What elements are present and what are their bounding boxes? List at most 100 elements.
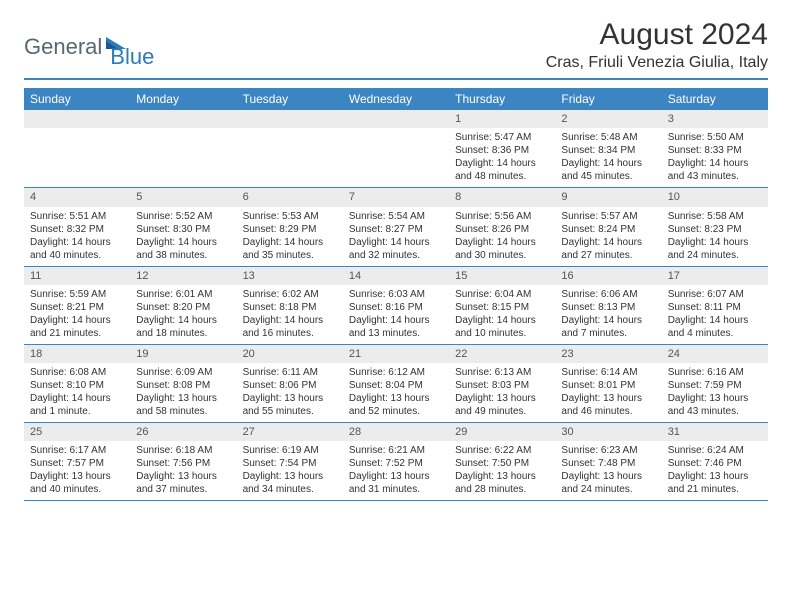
sunset-text: Sunset: 8:20 PM [136,301,230,314]
sunset-text: Sunset: 7:48 PM [561,457,655,470]
sunrise-text: Sunrise: 6:09 AM [136,366,230,379]
daylight-text: Daylight: 13 hours [349,470,443,483]
daylight-text: and 28 minutes. [455,483,549,496]
daylight-text: and 24 minutes. [668,249,762,262]
sunset-text: Sunset: 7:54 PM [243,457,337,470]
day-cell: 11Sunrise: 5:59 AMSunset: 8:21 PMDayligh… [24,267,130,344]
day-number [237,110,343,128]
day-number [343,110,449,128]
daylight-text: Daylight: 14 hours [136,314,230,327]
day-number: 4 [24,188,130,206]
sunset-text: Sunset: 8:27 PM [349,223,443,236]
daylight-text: Daylight: 14 hours [349,314,443,327]
daylight-text: Daylight: 14 hours [561,236,655,249]
day-details: Sunrise: 6:01 AMSunset: 8:20 PMDaylight:… [130,285,236,344]
day-details: Sunrise: 6:12 AMSunset: 8:04 PMDaylight:… [343,363,449,422]
daylight-text: and 30 minutes. [455,249,549,262]
day-details: Sunrise: 5:57 AMSunset: 8:24 PMDaylight:… [555,207,661,266]
day-details: Sunrise: 6:13 AMSunset: 8:03 PMDaylight:… [449,363,555,422]
daylight-text: Daylight: 13 hours [668,392,762,405]
sunrise-text: Sunrise: 5:52 AM [136,210,230,223]
day-number [24,110,130,128]
daylight-text: Daylight: 14 hours [668,236,762,249]
sunrise-text: Sunrise: 5:54 AM [349,210,443,223]
day-number: 5 [130,188,236,206]
sunrise-text: Sunrise: 6:08 AM [30,366,124,379]
day-cell: 17Sunrise: 6:07 AMSunset: 8:11 PMDayligh… [662,267,768,344]
weeks-container: 1Sunrise: 5:47 AMSunset: 8:36 PMDaylight… [24,110,768,501]
title-underline [24,78,768,80]
day-number: 22 [449,345,555,363]
daylight-text: and 38 minutes. [136,249,230,262]
daylight-text: Daylight: 14 hours [561,157,655,170]
day-cell: 9Sunrise: 5:57 AMSunset: 8:24 PMDaylight… [555,188,661,265]
sunset-text: Sunset: 8:33 PM [668,144,762,157]
day-header: Friday [555,88,661,110]
day-details: Sunrise: 6:02 AMSunset: 8:18 PMDaylight:… [237,285,343,344]
day-details: Sunrise: 6:16 AMSunset: 7:59 PMDaylight:… [662,363,768,422]
day-header-row: Sunday Monday Tuesday Wednesday Thursday… [24,88,768,110]
day-details: Sunrise: 6:09 AMSunset: 8:08 PMDaylight:… [130,363,236,422]
day-cell: 28Sunrise: 6:21 AMSunset: 7:52 PMDayligh… [343,423,449,500]
sunrise-text: Sunrise: 5:53 AM [243,210,337,223]
sunset-text: Sunset: 8:03 PM [455,379,549,392]
day-cell: 31Sunrise: 6:24 AMSunset: 7:46 PMDayligh… [662,423,768,500]
daylight-text: and 7 minutes. [561,327,655,340]
sunrise-text: Sunrise: 6:17 AM [30,444,124,457]
daylight-text: Daylight: 14 hours [455,236,549,249]
day-cell: 23Sunrise: 6:14 AMSunset: 8:01 PMDayligh… [555,345,661,422]
daylight-text: Daylight: 13 hours [136,470,230,483]
daylight-text: Daylight: 14 hours [30,236,124,249]
daylight-text: and 16 minutes. [243,327,337,340]
daylight-text: Daylight: 14 hours [243,236,337,249]
day-cell: 25Sunrise: 6:17 AMSunset: 7:57 PMDayligh… [24,423,130,500]
day-number: 27 [237,423,343,441]
daylight-text: Daylight: 13 hours [455,470,549,483]
sunrise-text: Sunrise: 6:01 AM [136,288,230,301]
day-number: 13 [237,267,343,285]
sunset-text: Sunset: 8:16 PM [349,301,443,314]
sunrise-text: Sunrise: 6:24 AM [668,444,762,457]
day-number: 15 [449,267,555,285]
daylight-text: Daylight: 13 hours [455,392,549,405]
day-cell: 12Sunrise: 6:01 AMSunset: 8:20 PMDayligh… [130,267,236,344]
day-cell: 16Sunrise: 6:06 AMSunset: 8:13 PMDayligh… [555,267,661,344]
day-details: Sunrise: 6:11 AMSunset: 8:06 PMDaylight:… [237,363,343,422]
sunrise-text: Sunrise: 5:59 AM [30,288,124,301]
daylight-text: Daylight: 14 hours [136,236,230,249]
daylight-text: and 43 minutes. [668,405,762,418]
day-number: 9 [555,188,661,206]
day-number: 24 [662,345,768,363]
day-details: Sunrise: 6:19 AMSunset: 7:54 PMDaylight:… [237,441,343,500]
day-number: 23 [555,345,661,363]
sunrise-text: Sunrise: 6:21 AM [349,444,443,457]
location-text: Cras, Friuli Venezia Giulia, Italy [546,54,768,72]
week-row: 25Sunrise: 6:17 AMSunset: 7:57 PMDayligh… [24,423,768,501]
sunset-text: Sunset: 8:36 PM [455,144,549,157]
day-number: 3 [662,110,768,128]
sunset-text: Sunset: 7:50 PM [455,457,549,470]
day-details: Sunrise: 5:47 AMSunset: 8:36 PMDaylight:… [449,128,555,187]
day-details: Sunrise: 5:48 AMSunset: 8:34 PMDaylight:… [555,128,661,187]
day-header: Wednesday [343,88,449,110]
sunset-text: Sunset: 7:46 PM [668,457,762,470]
daylight-text: and 1 minute. [30,405,124,418]
sunset-text: Sunset: 8:26 PM [455,223,549,236]
week-row: 18Sunrise: 6:08 AMSunset: 8:10 PMDayligh… [24,345,768,423]
day-details: Sunrise: 6:14 AMSunset: 8:01 PMDaylight:… [555,363,661,422]
day-number: 1 [449,110,555,128]
day-number: 18 [24,345,130,363]
sunrise-text: Sunrise: 5:51 AM [30,210,124,223]
daylight-text: and 48 minutes. [455,170,549,183]
daylight-text: Daylight: 13 hours [243,470,337,483]
sunset-text: Sunset: 8:24 PM [561,223,655,236]
sunset-text: Sunset: 8:13 PM [561,301,655,314]
sunset-text: Sunset: 8:32 PM [30,223,124,236]
sunset-text: Sunset: 8:08 PM [136,379,230,392]
day-number [130,110,236,128]
day-cell [343,110,449,187]
day-cell: 7Sunrise: 5:54 AMSunset: 8:27 PMDaylight… [343,188,449,265]
sunrise-text: Sunrise: 6:19 AM [243,444,337,457]
day-number: 31 [662,423,768,441]
logo-text-blue: Blue [110,44,154,70]
